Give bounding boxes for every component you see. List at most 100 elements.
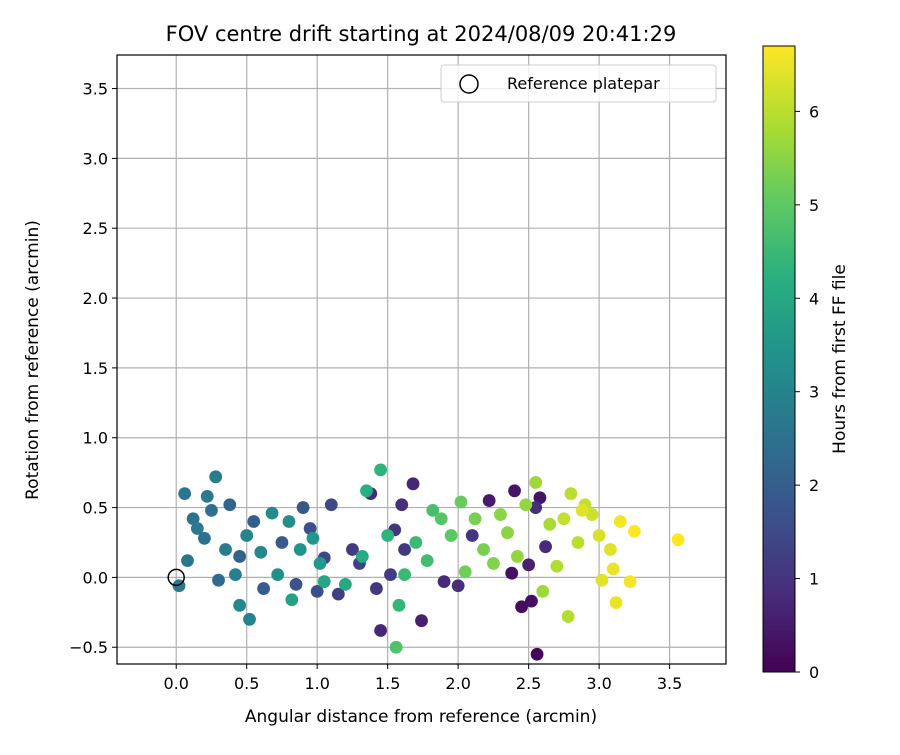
x-axis-ticks: 0.0 0.5 1.0 1.5 2.0 2.5 3.0 3.5 (163, 664, 682, 693)
scatter-point (360, 484, 373, 498)
scatter-point (543, 517, 557, 531)
scatter-point (384, 568, 397, 582)
plot-frame (116, 54, 727, 665)
scatter-point (398, 568, 411, 582)
colorbar-tick-label: 3 (809, 383, 819, 402)
scatter-point (285, 593, 299, 607)
scatter-point (406, 477, 420, 491)
scatter-point (420, 554, 434, 568)
colorbar-tick-label: 2 (809, 476, 819, 495)
scatter-point (240, 529, 254, 542)
scatter-point (437, 575, 451, 588)
scatter-point (181, 554, 194, 568)
scatter-point (561, 610, 575, 623)
y-tick-label: 2.0 (83, 289, 108, 308)
scatter-point (346, 543, 359, 556)
x-tick-label: 0.0 (163, 674, 188, 693)
scatter-point (271, 568, 285, 582)
y-tick-label: 3.0 (83, 149, 108, 168)
scatter-point (494, 508, 507, 521)
scatter-point (564, 487, 578, 500)
scatter-point (536, 584, 550, 598)
scatter-point (444, 529, 458, 542)
scatter-point (209, 470, 223, 484)
legend-marker-icon (459, 74, 479, 94)
scatter-point (374, 463, 388, 477)
scatter-point (585, 508, 599, 521)
scatter-points (172, 463, 685, 661)
scatter-point (451, 579, 465, 593)
scatter-point (595, 573, 609, 587)
scatter-point (265, 506, 279, 520)
colorbar-tick-label: 6 (809, 102, 819, 121)
y-tick-label: −0.5 (69, 638, 108, 657)
scatter-point (519, 498, 533, 512)
x-tick-label: 1.5 (375, 674, 400, 693)
scatter-point (623, 575, 637, 588)
scatter-point (395, 498, 409, 512)
scatter-point (186, 512, 200, 526)
scatter-point (254, 545, 268, 559)
scatter-point (306, 531, 320, 545)
scatter-point (303, 522, 317, 535)
x-axis-label: Angular distance from reference (arcmin) (245, 707, 597, 727)
scatter-point (233, 598, 247, 612)
scatter-point (415, 614, 428, 628)
scatter-point (289, 577, 303, 591)
scatter-point (313, 557, 327, 570)
scatter-point (275, 536, 289, 549)
scatter-point (223, 498, 237, 512)
scatter-point (398, 543, 411, 556)
scatter-point (557, 512, 571, 526)
scatter-point (257, 582, 271, 595)
scatter-point (374, 624, 388, 637)
scatter-point (331, 587, 345, 601)
y-axis-label: Rotation from reference (arcmin) (23, 220, 43, 500)
colorbar-tick-label: 1 (809, 570, 819, 589)
scatter-point (529, 476, 543, 489)
reference-platepar-marker (167, 568, 185, 587)
scatter-point (381, 529, 395, 542)
scatter-point (627, 524, 641, 538)
y-tick-label: 1.0 (83, 429, 108, 448)
scatter-point (338, 577, 352, 591)
scatter-point (505, 566, 519, 580)
scatter-point (671, 533, 685, 547)
scatter-point (355, 550, 369, 563)
scatter-point (575, 503, 589, 517)
scatter-point (465, 529, 479, 542)
scatter-point (324, 498, 338, 512)
scatter-point (190, 522, 204, 535)
scatter-point (606, 562, 620, 576)
scatter-point (525, 594, 538, 608)
x-tick-label: 2.5 (516, 674, 541, 693)
scatter-point (205, 503, 218, 517)
scatter-point (369, 582, 383, 595)
y-axis-ticks: −0.5 0.0 0.5 1.0 1.5 2.0 2.5 3.0 3.5 (69, 80, 117, 657)
scatter-point (282, 515, 296, 528)
scatter-point (539, 540, 552, 554)
scatter-point (486, 557, 500, 570)
scatter-point (293, 543, 307, 556)
scatter-point (243, 612, 256, 626)
scatter-point (247, 515, 261, 528)
scatter-point (501, 526, 514, 540)
scatter-point (529, 501, 543, 514)
scatter-point (200, 489, 214, 503)
scatter-point (510, 550, 524, 563)
scatter-point (592, 529, 606, 542)
colorbar-tick-label: 5 (809, 196, 819, 215)
legend-box (440, 64, 717, 103)
y-tick-label: 2.5 (83, 219, 108, 238)
scatter-point (310, 584, 324, 598)
scatter-point (178, 487, 192, 500)
scatter-point (198, 531, 211, 545)
colorbar-ticks: 0 1 2 3 4 5 6 (795, 102, 819, 682)
plot-area (117, 55, 726, 664)
scatter-point (533, 491, 547, 505)
scatter-point (613, 515, 627, 528)
scatter-point (454, 495, 468, 509)
colorbar: 0 1 2 3 4 5 6 Hours from first FF file (762, 45, 850, 682)
scatter-point (229, 568, 242, 582)
grid-lines (117, 55, 726, 664)
